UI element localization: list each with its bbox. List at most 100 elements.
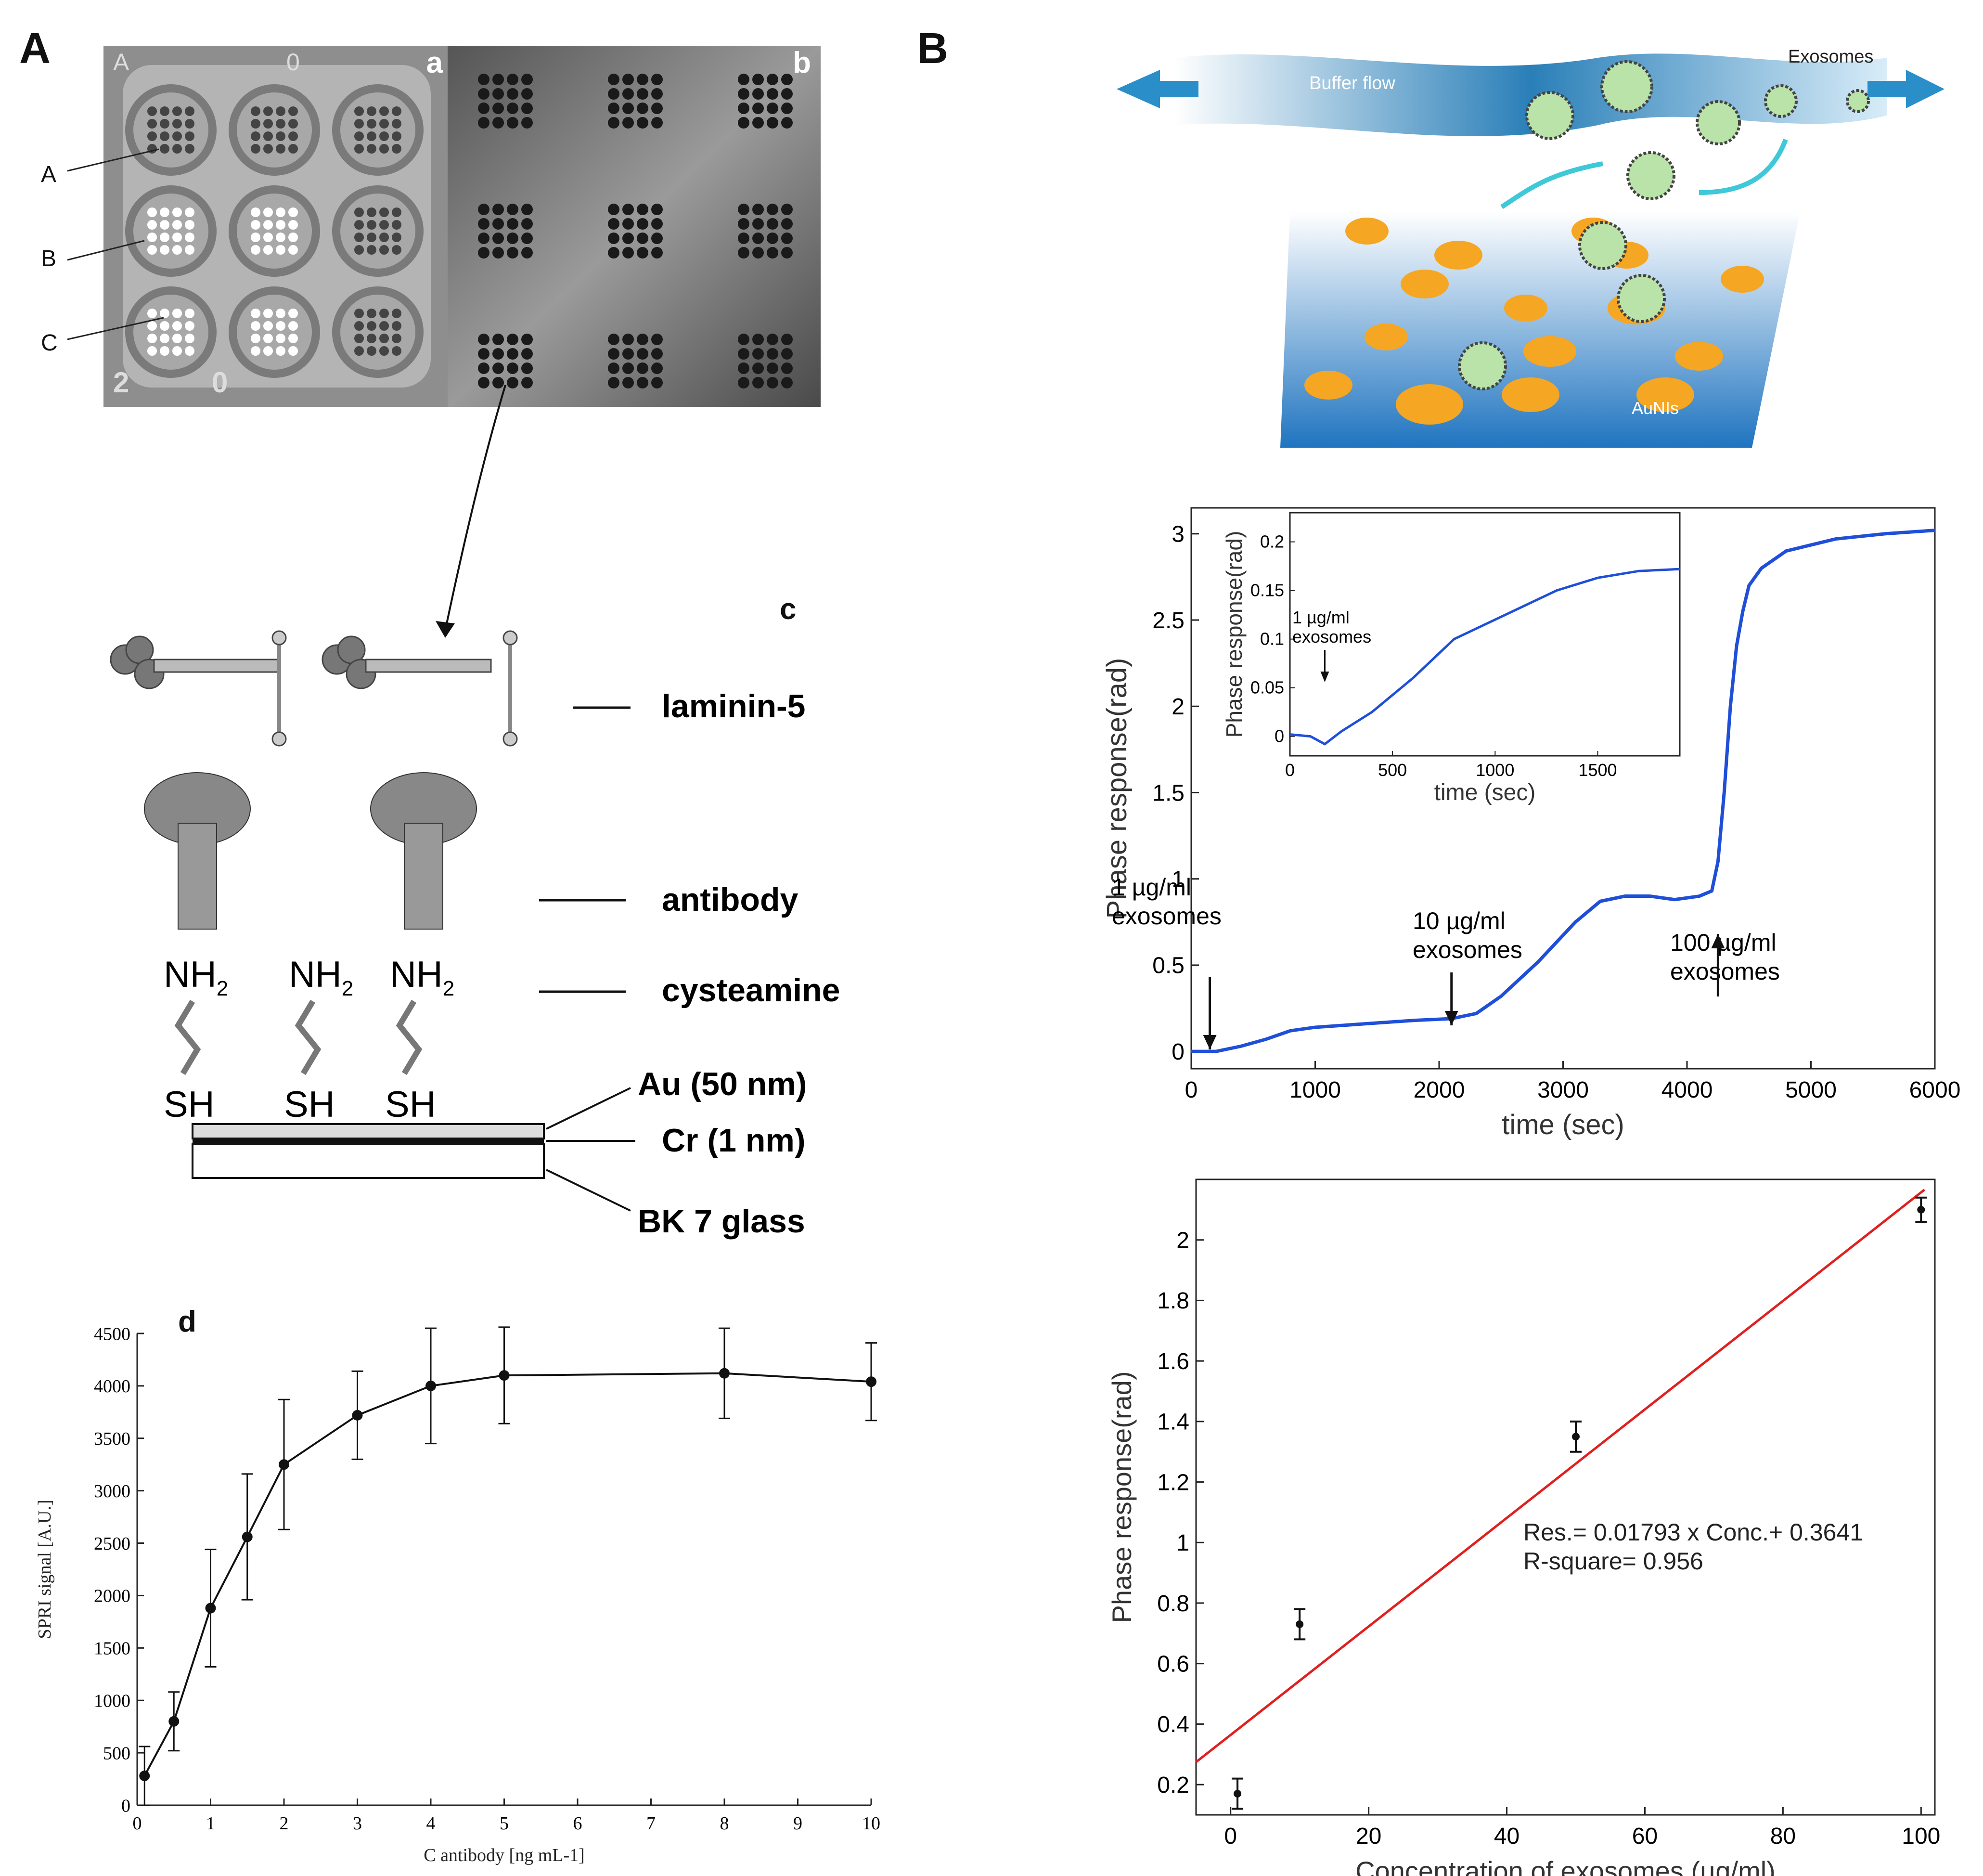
chip-spot [160, 131, 169, 141]
spri-spot [492, 348, 504, 360]
svg-text:1 µg/ml: 1 µg/ml [1112, 874, 1191, 901]
y-tick-label: 2000 [94, 1586, 130, 1606]
spri-spot [478, 117, 489, 129]
spri-spot [651, 334, 663, 345]
x-tick-label: 60 [1632, 1824, 1658, 1849]
chip-spot [251, 207, 260, 217]
chip-spot [354, 309, 364, 318]
flow-arrow-left [1117, 70, 1198, 108]
chip-spot [367, 207, 376, 217]
spri-spot [521, 247, 533, 259]
y-tick-label: 0.2 [1157, 1772, 1189, 1798]
chip-spot [263, 309, 273, 318]
chip-spot [185, 220, 194, 230]
spri-image [448, 46, 821, 407]
inset-x-tick-label: 1000 [1476, 760, 1514, 780]
chip-spot [160, 207, 169, 217]
spri-spot [651, 103, 663, 114]
spri-spot [781, 348, 793, 360]
chip-spot [172, 346, 182, 356]
spri-spot [651, 233, 663, 244]
spri-spot [507, 334, 518, 345]
spri-spot [738, 362, 749, 374]
spri-spot [622, 218, 634, 230]
chip-spot [251, 245, 260, 255]
spri-spot [622, 204, 634, 215]
layer-label-antibody: antibody [662, 881, 798, 918]
chip-spot [276, 131, 285, 141]
x-tick-label: 1000 [1289, 1077, 1341, 1103]
chromium-layer [193, 1139, 544, 1144]
chip-spot [160, 119, 169, 129]
x-tick-label: 0 [1224, 1824, 1237, 1849]
spri-spot [781, 103, 793, 114]
spri-spot [521, 334, 533, 345]
y-tick-label: 3500 [94, 1429, 130, 1449]
chart-phase-time: 0 1000 2000 3000 4000 5000 600000.511.522.53ti… [1101, 507, 1960, 1140]
chip-spot [185, 131, 194, 141]
row-label-a: A [41, 162, 57, 187]
spri-spot [738, 103, 749, 114]
chip-spot [251, 106, 260, 116]
bound-exosomes [1458, 221, 1666, 390]
amine-group-3: NH2 [390, 954, 454, 1000]
spri-spot [752, 204, 764, 215]
amine-group-1: NH2 [164, 954, 228, 1000]
panel-label-a: A [19, 25, 51, 73]
data-point [242, 1531, 253, 1542]
chip-spot [367, 119, 376, 129]
spri-spot [492, 362, 504, 374]
spri-spot [781, 117, 793, 129]
chip-spot [276, 119, 285, 129]
exosomes-in-flow [1525, 60, 1870, 200]
chip-spot [185, 346, 194, 356]
flow-arrow-right [1867, 70, 1944, 108]
x-tick-label: 40 [1494, 1824, 1519, 1849]
inset-x-tick-label: 0 [1285, 760, 1295, 780]
layer-label-glass: BK 7 glass [638, 1203, 805, 1240]
y-tick-label: 1.5 [1152, 780, 1185, 806]
gold-nanoislands [1304, 218, 1764, 425]
spri-spot [767, 88, 778, 100]
chip-spot [147, 131, 157, 141]
chip-spot [251, 131, 260, 141]
buffer-flow-label: Buffer flow [1309, 73, 1395, 93]
chip-spot [160, 346, 169, 356]
spri-spot [507, 348, 518, 360]
spri-spot [752, 233, 764, 244]
x-tick-label: 4 [426, 1813, 436, 1834]
spri-spot [752, 218, 764, 230]
spri-spot [492, 74, 504, 85]
spri-spot [622, 74, 634, 85]
chip-spot [354, 207, 364, 217]
chip-spot [367, 220, 376, 230]
svg-text:100 µg/ml: 100 µg/ml [1670, 929, 1777, 956]
sensor-plate [1280, 212, 1800, 448]
chip-spot [172, 321, 182, 331]
photo-b: b [448, 46, 821, 407]
spri-spot [752, 74, 764, 85]
gold-layer [192, 1123, 545, 1139]
spri-spot [521, 377, 533, 388]
y-tick-label: 1.4 [1157, 1410, 1189, 1435]
spri-spot [767, 247, 778, 259]
layer-label-cr: Cr (1 nm) [662, 1122, 805, 1159]
x-tick-label: 2 [280, 1813, 289, 1834]
x-tick-label: 3 [353, 1813, 362, 1834]
chip-spot [379, 131, 389, 141]
spri-spot [622, 348, 634, 360]
chip-spot [172, 220, 182, 230]
data-point [279, 1459, 289, 1470]
chip-spot [251, 119, 260, 129]
inset-arrowhead [1320, 672, 1329, 682]
y-tick-label: 500 [103, 1743, 130, 1763]
x-tick-label: 0 [1185, 1077, 1198, 1103]
spri-spot [752, 362, 764, 374]
y-tick-label: 3000 [94, 1481, 130, 1501]
spri-spot [637, 362, 648, 374]
y-tick-label: 0.5 [1152, 953, 1185, 979]
spri-spot [521, 218, 533, 230]
chip-spot [251, 334, 260, 343]
chip-spot [379, 220, 389, 230]
